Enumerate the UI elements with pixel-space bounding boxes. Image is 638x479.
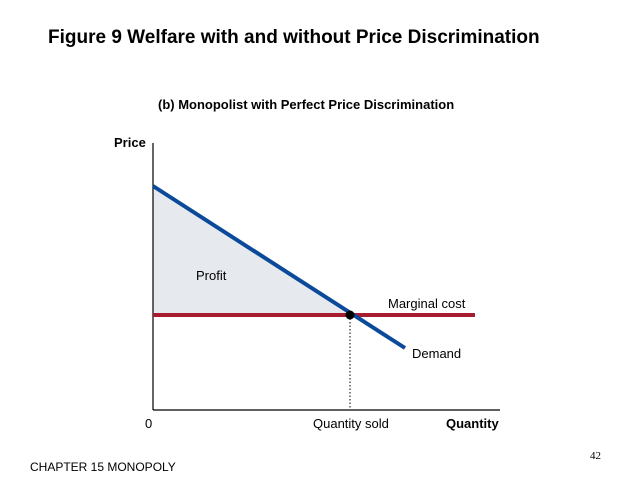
equilibrium-point	[345, 310, 355, 320]
x-axis-label: Quantity	[446, 416, 499, 431]
origin-label: 0	[145, 416, 153, 431]
y-axis-label: Price	[114, 135, 146, 150]
profit-label: Profit	[196, 268, 227, 283]
page-number: 42	[590, 450, 601, 462]
panel-subtitle: (b) Monopolist with Perfect Price Discri…	[158, 97, 455, 112]
chapter-footer: CHAPTER 15 MONOPOLY	[30, 460, 176, 474]
marginal-cost-label: Marginal cost	[388, 296, 466, 311]
demand-line	[151, 184, 407, 350]
slide-title: Figure 9 Welfare with and without Price …	[48, 27, 540, 48]
quantity-sold-label: Quantity sold	[313, 416, 389, 431]
demand-label: Demand	[412, 346, 462, 361]
